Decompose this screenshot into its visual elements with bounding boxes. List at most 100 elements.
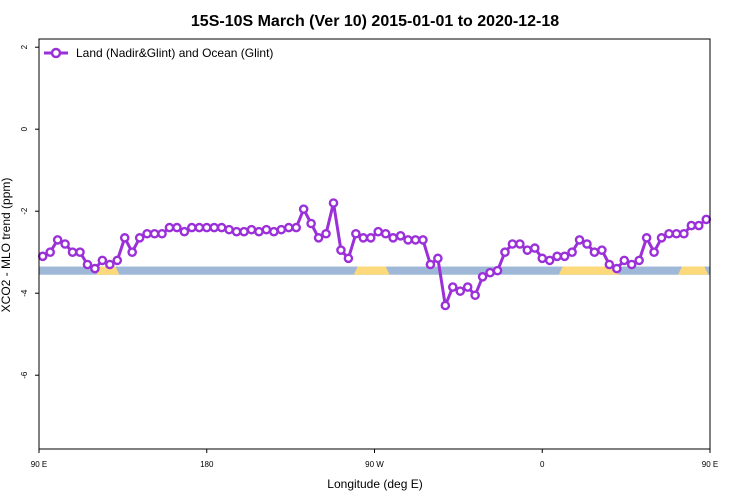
- data-point: [201, 222, 212, 233]
- data-point: [291, 222, 302, 233]
- data-point: [269, 226, 279, 237]
- data-point: [410, 235, 421, 245]
- data-point: [254, 226, 264, 237]
- data-point: [261, 224, 272, 235]
- data-point: [194, 222, 205, 233]
- data-point: [440, 300, 451, 311]
- data-point: [589, 247, 600, 257]
- data-point: [276, 224, 287, 235]
- data-point: [686, 220, 697, 231]
- data-point: [492, 265, 503, 276]
- data-point: [447, 282, 458, 292]
- data-point: [425, 259, 436, 270]
- data-point: [298, 204, 309, 214]
- x-tick-label: 90 E: [31, 460, 47, 469]
- data-point: [418, 235, 428, 245]
- series-line: [42, 201, 708, 307]
- data-point: [82, 259, 93, 270]
- data-point: [634, 255, 644, 266]
- data-point: [604, 259, 615, 270]
- data-point: [224, 224, 234, 235]
- data-point: [597, 245, 607, 255]
- data-point: [380, 228, 391, 239]
- y-axis-label: XCO2 - MLO trend (ppm): [0, 178, 13, 313]
- data-point: [187, 222, 197, 233]
- data-point: [45, 247, 55, 257]
- data-point: [679, 228, 689, 239]
- legend: Land (Nadir&Glint) and Ocean (Glint): [44, 46, 273, 60]
- data-point: [559, 251, 570, 262]
- data-point: [641, 233, 652, 243]
- data-point: [164, 222, 175, 233]
- data-point: [358, 233, 369, 243]
- data-point: [567, 247, 577, 257]
- data-point: [433, 253, 443, 264]
- data-point: [544, 255, 555, 266]
- data-point: [649, 247, 659, 257]
- land-segment: [678, 266, 709, 275]
- data-point: [582, 239, 592, 249]
- data-point: [470, 290, 480, 301]
- data-point: [664, 228, 674, 239]
- data-point: [343, 253, 354, 264]
- data-point: [134, 233, 145, 243]
- legend-marker: [50, 47, 62, 59]
- data-point: [455, 286, 466, 296]
- x-axis-label: Longitude (deg E): [327, 477, 422, 491]
- data-point: [612, 263, 622, 274]
- data-point: [216, 222, 227, 233]
- data-point: [321, 228, 331, 239]
- data-point: [365, 233, 376, 243]
- y-tick-label: 2: [20, 44, 29, 49]
- series-layer: [37, 198, 712, 311]
- y-tick-label: 0: [20, 126, 29, 131]
- data-point: [172, 222, 182, 233]
- data-point: [119, 233, 130, 243]
- data-point: [500, 247, 510, 257]
- data-point: [462, 282, 473, 292]
- data-point: [52, 235, 63, 245]
- plot-frame: [38, 38, 711, 450]
- y-axis: 2 0 -2 -4 -6: [20, 44, 39, 379]
- y-tick-label: -4: [20, 289, 29, 297]
- data-point: [403, 235, 413, 245]
- data-point: [671, 228, 682, 239]
- data-point: [37, 251, 48, 262]
- data-point: [574, 235, 585, 245]
- data-point: [239, 226, 249, 237]
- land-segment: [558, 266, 619, 275]
- x-axis: 90 E 180 90 W 0 90 E: [31, 449, 718, 469]
- data-point: [67, 247, 78, 257]
- data-point: [179, 226, 190, 237]
- data-point: [127, 247, 137, 257]
- surface-band: [39, 266, 710, 275]
- data-point: [336, 245, 346, 255]
- data-point: [231, 226, 242, 237]
- data-point: [283, 222, 294, 233]
- data-point: [157, 228, 167, 239]
- data-point: [328, 198, 339, 208]
- data-point: [97, 255, 108, 266]
- x-tick-label: 180: [200, 460, 214, 469]
- x-tick-label: 90 E: [702, 460, 718, 469]
- data-point: [209, 222, 220, 233]
- data-point: [142, 228, 152, 239]
- x-tick-label: 0: [540, 460, 545, 469]
- data-point: [105, 259, 115, 270]
- data-point: [60, 239, 70, 249]
- data-point: [149, 228, 160, 239]
- y-tick-label: -6: [20, 371, 29, 379]
- data-point: [522, 245, 533, 255]
- x-tick-label: 90 W: [365, 460, 384, 469]
- data-point: [306, 218, 316, 229]
- data-point: [90, 263, 100, 274]
- data-point: [246, 224, 257, 235]
- data-point: [701, 214, 712, 225]
- data-point: [626, 259, 637, 270]
- data-point: [619, 255, 630, 266]
- data-point: [395, 230, 406, 241]
- data-point: [552, 251, 562, 262]
- data-point: [351, 228, 361, 239]
- data-point: [656, 233, 667, 243]
